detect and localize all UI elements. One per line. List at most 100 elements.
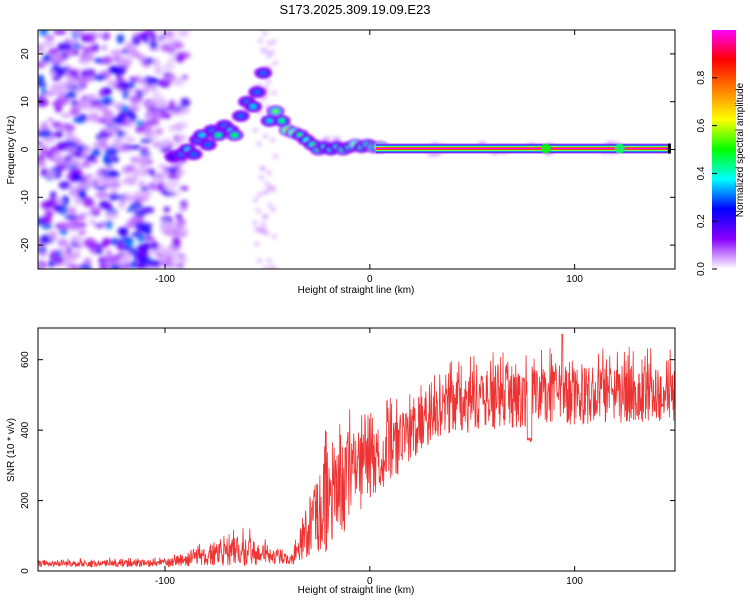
noise-blob [65, 146, 78, 154]
noise-blob [111, 156, 120, 163]
noise-blob [44, 35, 55, 41]
noise-blob [134, 89, 142, 94]
noise-blob [38, 159, 47, 168]
snr-xtick-label: -100 [155, 576, 175, 587]
noise-blob [150, 33, 157, 42]
noise-blob [119, 264, 129, 269]
noise-blob [100, 140, 108, 147]
noise-blob [85, 51, 94, 62]
noise-blob [136, 250, 150, 259]
figure-title: S173.2025.309.19.09.E23 [279, 2, 430, 17]
noise-blob [137, 54, 147, 63]
noise-blob [102, 98, 112, 106]
noise-blob [179, 255, 188, 265]
noise-blob [117, 130, 124, 138]
noise-blob [48, 230, 58, 241]
noise-blob [263, 85, 269, 90]
noise-blob [55, 162, 67, 172]
noise-blob [258, 175, 264, 180]
noise-blob [67, 160, 81, 167]
noise-blob [68, 217, 80, 226]
noise-blob [51, 53, 65, 64]
noise-blob [124, 42, 135, 47]
noise-blob [89, 206, 101, 214]
noise-blob [153, 108, 167, 113]
noise-blob [167, 58, 175, 65]
noise-blob [154, 127, 164, 136]
snr-panel: -100 0 100 0 200 400 600 Height of straight li… [6, 327, 676, 596]
noise-blob [154, 65, 163, 76]
noise-blob [270, 138, 276, 143]
noise-blob [260, 166, 266, 171]
noise-blob [41, 223, 53, 230]
noise-blob [105, 220, 113, 230]
noise-blob [266, 53, 272, 58]
track-core [265, 118, 273, 124]
noise-blob [163, 191, 176, 197]
noise-blob [65, 253, 78, 261]
noise-blob [149, 40, 158, 49]
noise-blob [71, 49, 80, 56]
noise-blob [149, 77, 159, 84]
noise-blob [64, 242, 74, 249]
noise-blob [175, 53, 185, 63]
noise-blob [162, 36, 176, 43]
noise-blob [88, 241, 98, 250]
noise-blob [38, 262, 43, 269]
spectrogram-steady-line [375, 143, 671, 154]
noise-blob [252, 220, 258, 225]
noise-blob [256, 258, 262, 263]
noise-blob [173, 237, 181, 248]
noise-blob [79, 113, 87, 120]
noise-blob [138, 79, 148, 85]
noise-blob [66, 80, 74, 90]
noise-blob [88, 93, 97, 102]
noise-blob [104, 202, 113, 211]
spectrogram-image [38, 30, 671, 269]
noise-blob [53, 204, 64, 211]
noise-blob [273, 61, 279, 66]
noise-blob [43, 40, 55, 47]
noise-blob [38, 74, 45, 84]
noise-blob [257, 38, 263, 43]
noise-blob [262, 190, 268, 195]
noise-blob [166, 167, 180, 174]
noise-blob [75, 30, 86, 34]
noise-blob [86, 154, 94, 163]
noise-blob [54, 258, 64, 265]
noise-blob [172, 190, 181, 198]
noise-blob [168, 126, 178, 131]
noise-blob [78, 230, 86, 235]
noise-blob [171, 77, 185, 87]
noise-blob [124, 223, 138, 229]
noise-blob [255, 208, 261, 213]
noise-blob [267, 203, 273, 208]
snr-series-line [38, 333, 675, 569]
noise-blob [174, 220, 184, 230]
noise-blob [78, 179, 88, 185]
noise-blob [103, 55, 113, 65]
noise-blob [111, 116, 126, 124]
noise-blob [252, 128, 258, 133]
noise-blob [120, 105, 130, 112]
spectrogram-ytick-label: 10 [20, 96, 31, 108]
noise-blob [50, 249, 58, 258]
noise-blob [106, 162, 113, 172]
noise-blob [70, 235, 83, 243]
noise-blob [254, 227, 260, 232]
noise-blob [135, 222, 148, 232]
noise-blob [39, 149, 51, 157]
noise-blob [149, 241, 160, 251]
noise-blob [146, 259, 161, 268]
noise-blob [141, 86, 149, 96]
noise-blob [40, 216, 52, 225]
noise-blob [271, 187, 277, 192]
noise-blob [162, 63, 175, 72]
noise-blob [125, 46, 138, 57]
noise-blob [80, 69, 88, 78]
noise-blob [123, 239, 135, 246]
noise-blob [126, 110, 135, 117]
noise-blob [85, 174, 94, 179]
snr-ytick-label: 200 [20, 492, 31, 509]
